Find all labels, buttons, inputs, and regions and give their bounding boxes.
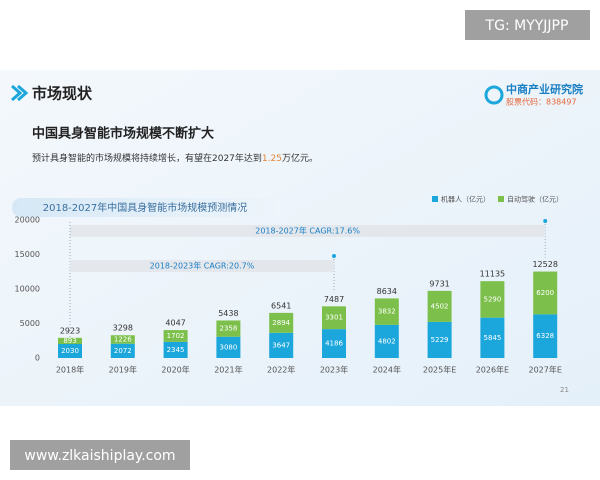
bar-segment bbox=[322, 329, 346, 358]
total-label: 8634 bbox=[377, 287, 397, 296]
bar-segment bbox=[533, 271, 558, 315]
heading: 中国具身智能市场规模不断扩大 bbox=[32, 126, 214, 142]
total-label: 7487 bbox=[324, 295, 344, 304]
value-label: 2358 bbox=[219, 325, 237, 333]
bar-segment bbox=[163, 341, 188, 358]
bar-segment bbox=[58, 343, 82, 358]
value-label: 2030 bbox=[61, 347, 79, 355]
total-label: 11135 bbox=[480, 270, 505, 279]
value-label: 4802 bbox=[378, 337, 396, 345]
value-label: 3301 bbox=[325, 314, 343, 322]
slide-background bbox=[0, 70, 600, 406]
bar-segment bbox=[427, 321, 452, 358]
bar-segment bbox=[427, 290, 452, 322]
x-tick-label: 2025年E bbox=[423, 365, 456, 375]
watermark-box bbox=[465, 10, 590, 40]
value-label: 4186 bbox=[325, 340, 343, 348]
x-tick-label: 2022年 bbox=[267, 365, 295, 375]
chart-title-box bbox=[12, 198, 282, 217]
value-label: 2345 bbox=[167, 346, 185, 354]
value-label: 2072 bbox=[114, 347, 132, 355]
annotation-text: 2018-2027年 CAGR:17.6% bbox=[255, 226, 360, 236]
stock-code: 股票代码：838497 bbox=[506, 97, 577, 107]
legend-swatch bbox=[498, 196, 504, 202]
bar-segment bbox=[480, 317, 505, 358]
brand-name: 中商产业研究院 bbox=[506, 82, 583, 96]
summary: 预计具身智能的市场规模将持续增长，有望在2027年达到1.25万亿元。 bbox=[32, 152, 318, 164]
y-tick-label: 15000 bbox=[15, 250, 40, 259]
value-label: 6328 bbox=[536, 332, 554, 340]
bar-segment bbox=[480, 281, 505, 318]
page-number: 21 bbox=[560, 386, 569, 394]
total-label: 2923 bbox=[60, 326, 80, 335]
total-label: 9731 bbox=[429, 279, 449, 288]
x-tick-label: 2023年 bbox=[320, 365, 348, 375]
x-tick-label: 2018年 bbox=[56, 365, 84, 375]
bar-segment bbox=[269, 312, 294, 333]
y-tick-label: 5000 bbox=[20, 319, 40, 328]
value-label: 3647 bbox=[272, 341, 290, 349]
bar-segment bbox=[374, 298, 399, 325]
chart-title: 2018-2027年中国具身智能市场规模预测情况 bbox=[43, 201, 248, 214]
x-tick-label: 2027年E bbox=[528, 365, 561, 375]
summary-text: 预计具身智能的市场规模将持续增长，有望在2027年达到 bbox=[32, 152, 262, 164]
y-tick-label: 0 bbox=[35, 354, 40, 363]
annotation-band bbox=[70, 260, 334, 272]
legend-label: 机器人（亿元） bbox=[441, 195, 490, 204]
annotation-text: 2018-2023年 CAGR:20.7% bbox=[150, 261, 255, 271]
bar-segment bbox=[110, 335, 135, 344]
value-label: 2894 bbox=[272, 319, 290, 327]
x-tick-label: 2024年 bbox=[373, 365, 401, 375]
bar-segment bbox=[322, 306, 346, 330]
bar-segment bbox=[110, 343, 135, 358]
value-label: 5290 bbox=[483, 295, 501, 303]
bar-segment bbox=[269, 332, 294, 358]
total-label: 6541 bbox=[271, 301, 291, 310]
section-title: 市场现状 bbox=[32, 85, 93, 103]
summary-highlight: 1.25 bbox=[262, 154, 282, 164]
bar-segment bbox=[374, 324, 399, 358]
bar-segment bbox=[163, 330, 188, 342]
total-label: 4047 bbox=[165, 319, 185, 328]
section-icon bbox=[11, 84, 29, 102]
legend-swatch bbox=[432, 196, 438, 202]
annotation-dot bbox=[332, 254, 336, 258]
value-label: 6200 bbox=[536, 289, 554, 297]
brand-logo bbox=[484, 85, 504, 105]
bar-segment bbox=[58, 337, 82, 344]
watermark-text: TG: MYYJJPP bbox=[485, 18, 569, 34]
total-label: 5438 bbox=[218, 309, 238, 318]
value-label: 1226 bbox=[114, 335, 132, 343]
total-label: 3298 bbox=[113, 324, 133, 333]
y-tick-label: 10000 bbox=[15, 285, 40, 294]
total-label: 12528 bbox=[532, 260, 557, 269]
value-label: 893 bbox=[63, 337, 76, 345]
annotation-dot bbox=[543, 219, 548, 223]
x-tick-label: 2026年E bbox=[476, 365, 509, 375]
bar-segment bbox=[533, 314, 558, 358]
x-tick-label: 2019年 bbox=[109, 365, 137, 375]
x-tick-label: 2021年 bbox=[214, 365, 242, 375]
watermark-text: www.zlkaishiplay.com bbox=[24, 448, 175, 464]
watermark-box bbox=[10, 440, 190, 470]
annotation-band bbox=[70, 225, 546, 237]
value-label: 5845 bbox=[483, 334, 501, 342]
y-tick-label: 20000 bbox=[15, 216, 40, 225]
value-label: 1702 bbox=[167, 332, 185, 340]
value-label: 3832 bbox=[378, 308, 396, 316]
legend-label: 自动驾驶（亿元） bbox=[507, 195, 563, 204]
bar-segment bbox=[216, 320, 241, 337]
value-label: 4502 bbox=[431, 302, 449, 310]
bar-segment bbox=[216, 336, 241, 358]
value-label: 3080 bbox=[219, 343, 237, 351]
x-tick-label: 2020年 bbox=[161, 365, 189, 375]
value-label: 5229 bbox=[431, 336, 449, 344]
summary-text: 万亿元。 bbox=[282, 152, 318, 164]
